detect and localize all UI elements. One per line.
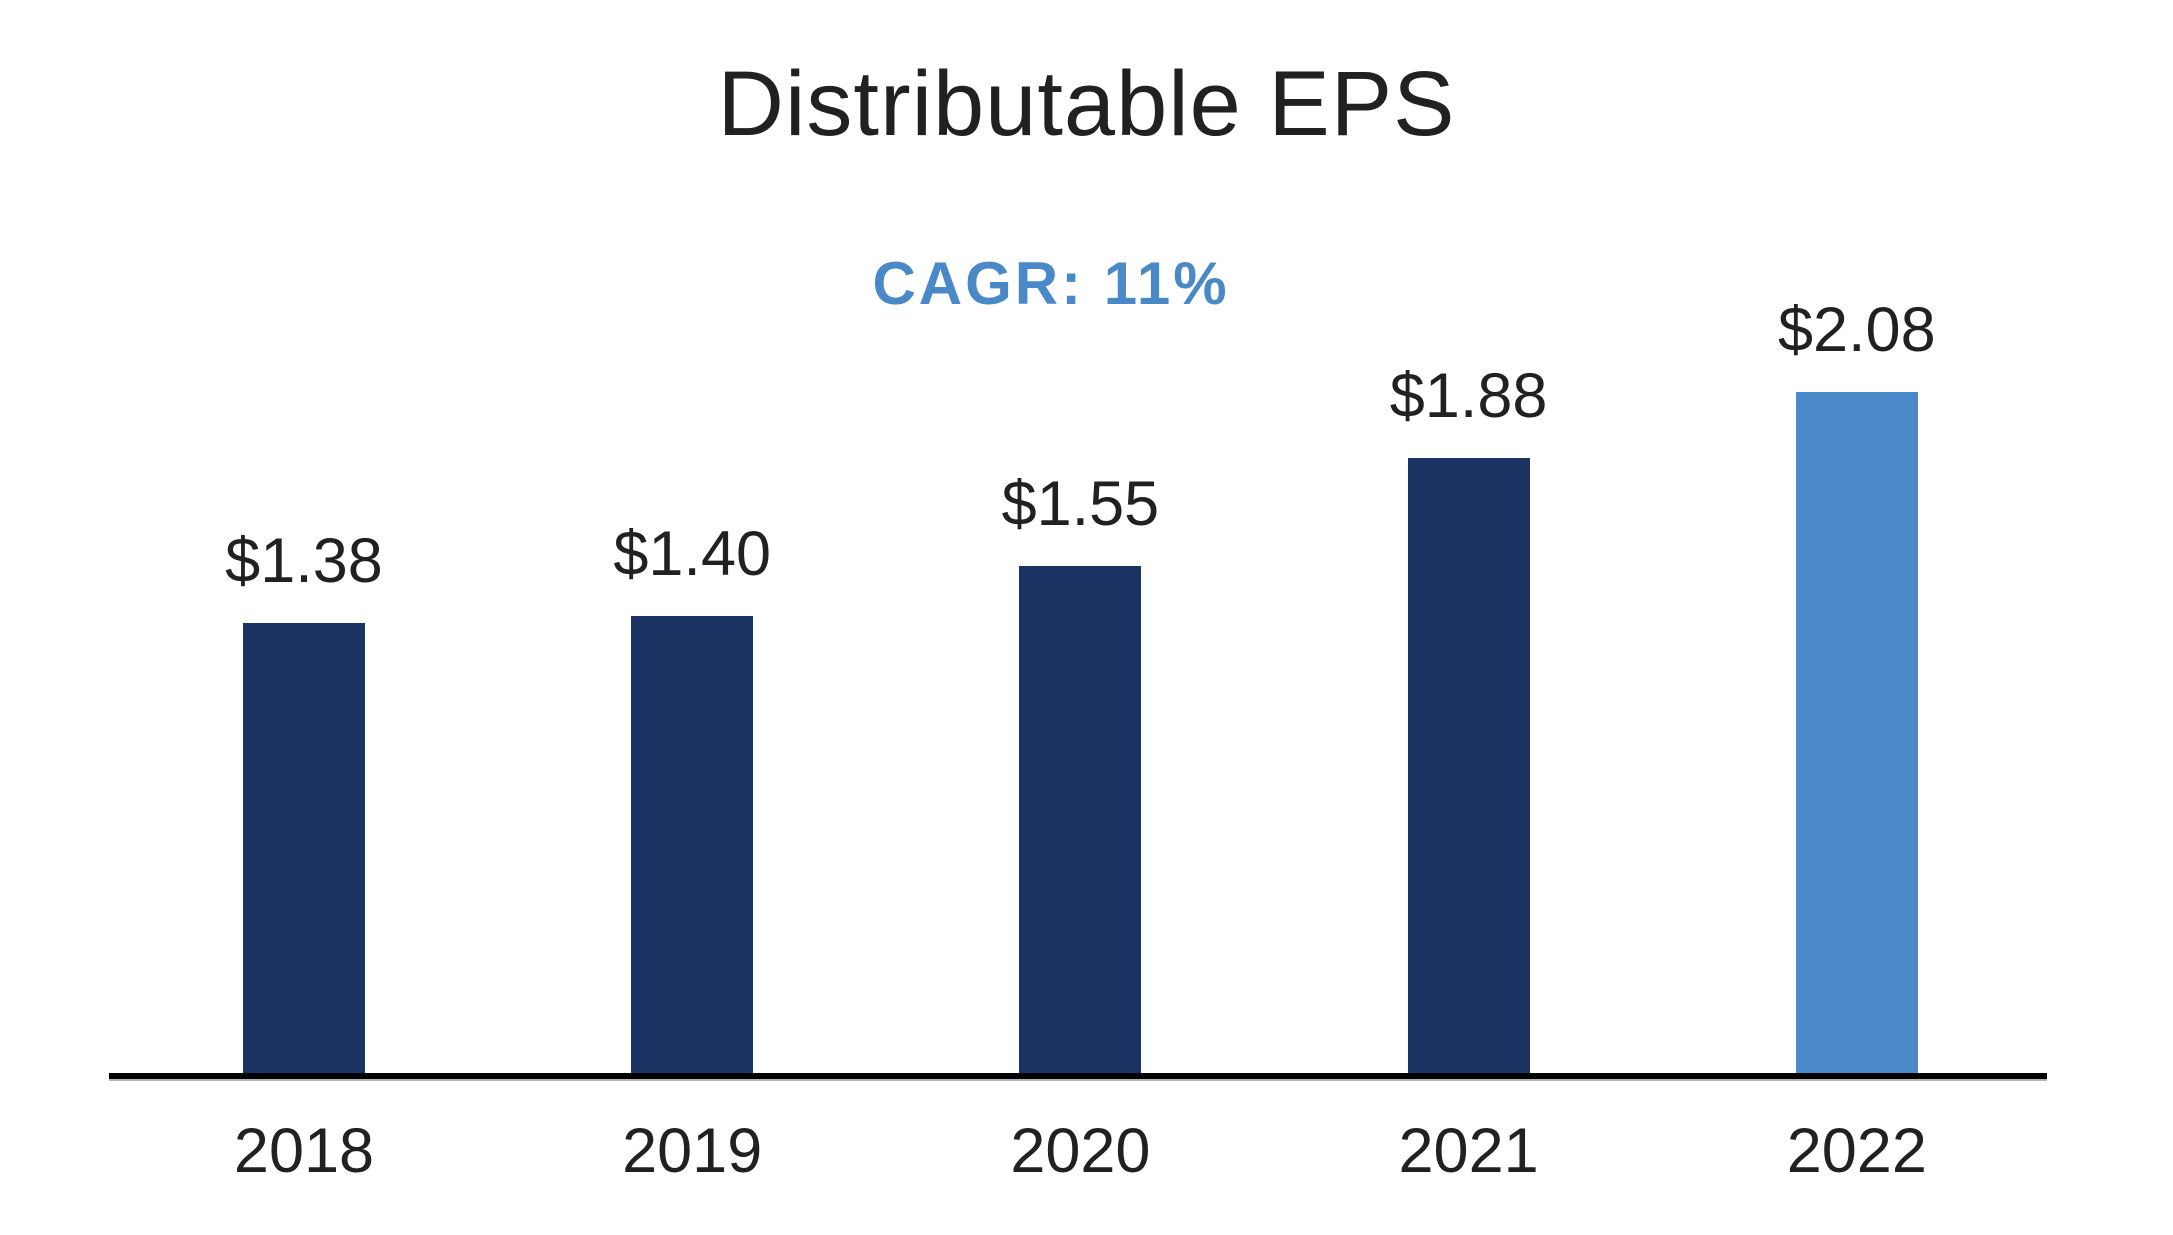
bar-value-label-2021: $1.88 [1389,361,1548,431]
bar-value-label-2018: $1.38 [225,526,383,596]
bar-2022 [1795,392,1918,1078]
bar-value-label-2020: $1.55 [1001,469,1160,539]
x-axis-label-2021: 2021 [1398,1116,1539,1186]
chart-title: Distributable EPS [717,53,1456,155]
x-axis-line [109,1073,2047,1081]
bar-2018 [243,623,365,1078]
bar-2021 [1407,458,1530,1078]
bar-value-label-2022: $2.08 [1777,295,1936,365]
cagr-annotation: CAGR: 11% [872,250,1230,317]
x-axis-label-2022: 2022 [1786,1116,1927,1186]
bar-2020 [1019,566,1142,1078]
bar-value-label-2019: $1.40 [613,519,772,589]
x-axis-label-2020: 2020 [1010,1116,1151,1186]
x-axis-label-2018: 2018 [233,1116,375,1186]
bar-2019 [631,616,754,1078]
x-axis-label-2019: 2019 [622,1116,763,1186]
